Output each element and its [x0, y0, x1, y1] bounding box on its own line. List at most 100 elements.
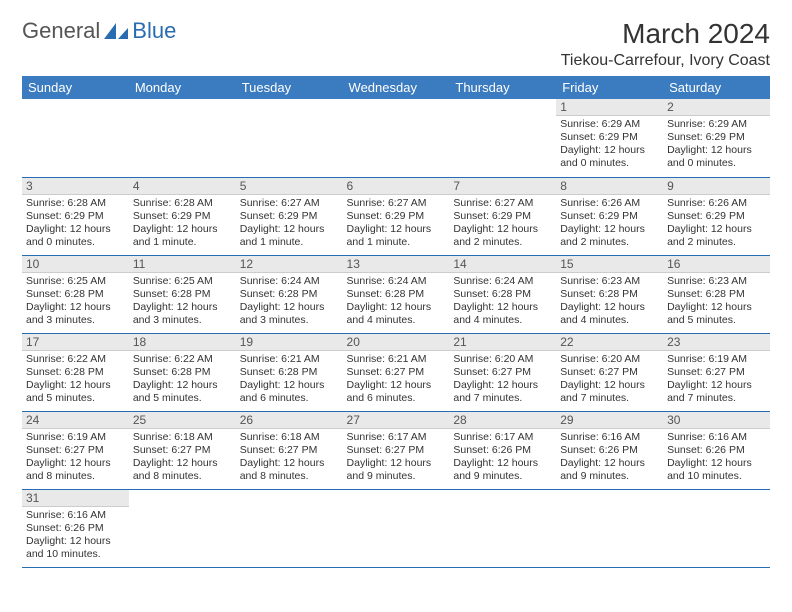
day-info: Sunrise: 6:25 AMSunset: 6:28 PMDaylight:… — [22, 273, 129, 332]
sunset-line: Sunset: 6:27 PM — [453, 366, 552, 379]
day-number: 16 — [663, 256, 770, 273]
daylight-line: Daylight: 12 hours and 5 minutes. — [26, 379, 125, 405]
day-number: 24 — [22, 412, 129, 429]
calendar-cell: 29Sunrise: 6:16 AMSunset: 6:26 PMDayligh… — [556, 411, 663, 489]
sunset-line: Sunset: 6:29 PM — [133, 210, 232, 223]
day-info: Sunrise: 6:27 AMSunset: 6:29 PMDaylight:… — [236, 195, 343, 254]
daylight-line: Daylight: 12 hours and 0 minutes. — [667, 144, 766, 170]
sunrise-line: Sunrise: 6:16 AM — [26, 509, 125, 522]
sunrise-line: Sunrise: 6:18 AM — [133, 431, 232, 444]
day-header: Monday — [129, 76, 236, 99]
calendar-cell: 11 Sunrise: 6:25 AMSunset: 6:28 PMDayligh… — [129, 255, 236, 333]
sunrise-line: Sunrise: 6:26 AM — [667, 197, 766, 210]
day-number: 11 — [129, 256, 236, 273]
calendar-cell: 6Sunrise: 6:27 AMSunset: 6:29 PMDaylight… — [343, 177, 450, 255]
day-number: 20 — [343, 334, 450, 351]
sunset-line: Sunset: 6:27 PM — [347, 444, 446, 457]
calendar-cell: 21Sunrise: 6:20 AMSunset: 6:27 PMDayligh… — [449, 333, 556, 411]
day-number: 4 — [129, 178, 236, 195]
sunset-line: Sunset: 6:27 PM — [667, 366, 766, 379]
day-number: 31 — [22, 490, 129, 507]
calendar-cell: 20Sunrise: 6:21 AMSunset: 6:27 PMDayligh… — [343, 333, 450, 411]
calendar-cell: 14Sunrise: 6:24 AMSunset: 6:28 PMDayligh… — [449, 255, 556, 333]
calendar-cell: 9Sunrise: 6:26 AMSunset: 6:29 PMDaylight… — [663, 177, 770, 255]
day-info: Sunrise: 6:23 AMSunset: 6:28 PMDaylight:… — [663, 273, 770, 332]
day-info: Sunrise: 6:28 AMSunset: 6:29 PMDaylight:… — [129, 195, 236, 254]
calendar-cell: 25Sunrise: 6:18 AMSunset: 6:27 PMDayligh… — [129, 411, 236, 489]
calendar-row: 24Sunrise: 6:19 AMSunset: 6:27 PMDayligh… — [22, 411, 770, 489]
calendar-cell: 2Sunrise: 6:29 AMSunset: 6:29 PMDaylight… — [663, 99, 770, 177]
sunset-line: Sunset: 6:28 PM — [26, 366, 125, 379]
day-info: Sunrise: 6:29 AMSunset: 6:29 PMDaylight:… — [663, 116, 770, 175]
sunset-line: Sunset: 6:28 PM — [347, 288, 446, 301]
calendar-body: 1Sunrise: 6:29 AMSunset: 6:29 PMDaylight… — [22, 99, 770, 567]
daylight-line: Daylight: 12 hours and 0 minutes. — [26, 223, 125, 249]
day-info: Sunrise: 6:24 AMSunset: 6:28 PMDaylight:… — [343, 273, 450, 332]
sunrise-line: Sunrise: 6:25 AM — [133, 275, 232, 288]
calendar-cell — [129, 489, 236, 567]
calendar-cell: 12Sunrise: 6:24 AMSunset: 6:28 PMDayligh… — [236, 255, 343, 333]
day-number: 14 — [449, 256, 556, 273]
sunrise-line: Sunrise: 6:28 AM — [26, 197, 125, 210]
sunrise-line: Sunrise: 6:16 AM — [560, 431, 659, 444]
day-number: 18 — [129, 334, 236, 351]
calendar-cell: 4Sunrise: 6:28 AMSunset: 6:29 PMDaylight… — [129, 177, 236, 255]
sunset-line: Sunset: 6:29 PM — [560, 210, 659, 223]
day-info: Sunrise: 6:17 AMSunset: 6:27 PMDaylight:… — [343, 429, 450, 488]
day-info: Sunrise: 6:22 AMSunset: 6:28 PMDaylight:… — [129, 351, 236, 410]
calendar-cell: 19Sunrise: 6:21 AMSunset: 6:28 PMDayligh… — [236, 333, 343, 411]
day-header-row: SundayMondayTuesdayWednesdayThursdayFrid… — [22, 76, 770, 99]
daylight-line: Daylight: 12 hours and 9 minutes. — [347, 457, 446, 483]
calendar-cell — [129, 99, 236, 177]
sunset-line: Sunset: 6:27 PM — [26, 444, 125, 457]
day-info: Sunrise: 6:19 AMSunset: 6:27 PMDaylight:… — [22, 429, 129, 488]
sunrise-line: Sunrise: 6:27 AM — [347, 197, 446, 210]
day-number: 3 — [22, 178, 129, 195]
daylight-line: Daylight: 12 hours and 0 minutes. — [560, 144, 659, 170]
calendar-cell: 17Sunrise: 6:22 AMSunset: 6:28 PMDayligh… — [22, 333, 129, 411]
daylight-line: Daylight: 12 hours and 1 minute. — [133, 223, 232, 249]
daylight-line: Daylight: 12 hours and 3 minutes. — [133, 301, 232, 327]
day-info: Sunrise: 6:26 AMSunset: 6:29 PMDaylight:… — [663, 195, 770, 254]
day-number: 21 — [449, 334, 556, 351]
header: General Blue March 2024 Tiekou-Carrefour… — [22, 18, 770, 70]
calendar-cell: 24Sunrise: 6:19 AMSunset: 6:27 PMDayligh… — [22, 411, 129, 489]
daylight-line: Daylight: 12 hours and 4 minutes. — [560, 301, 659, 327]
day-info: Sunrise: 6:26 AMSunset: 6:29 PMDaylight:… — [556, 195, 663, 254]
day-info: Sunrise: 6:24 AMSunset: 6:28 PMDaylight:… — [236, 273, 343, 332]
day-number: 26 — [236, 412, 343, 429]
title-block: March 2024 Tiekou-Carrefour, Ivory Coast — [561, 18, 770, 70]
sunrise-line: Sunrise: 6:24 AM — [453, 275, 552, 288]
sunset-line: Sunset: 6:26 PM — [560, 444, 659, 457]
calendar-row: 1Sunrise: 6:29 AMSunset: 6:29 PMDaylight… — [22, 99, 770, 177]
sunrise-line: Sunrise: 6:18 AM — [240, 431, 339, 444]
day-info: Sunrise: 6:19 AMSunset: 6:27 PMDaylight:… — [663, 351, 770, 410]
calendar-cell: 27Sunrise: 6:17 AMSunset: 6:27 PMDayligh… — [343, 411, 450, 489]
daylight-line: Daylight: 12 hours and 8 minutes. — [240, 457, 339, 483]
day-number: 29 — [556, 412, 663, 429]
daylight-line: Daylight: 12 hours and 3 minutes. — [26, 301, 125, 327]
sunset-line: Sunset: 6:28 PM — [453, 288, 552, 301]
day-number: 8 — [556, 178, 663, 195]
day-header: Saturday — [663, 76, 770, 99]
day-info: Sunrise: 6:18 AMSunset: 6:27 PMDaylight:… — [236, 429, 343, 488]
calendar-cell: 3 Sunrise: 6:28 AMSunset: 6:29 PMDaylight… — [22, 177, 129, 255]
calendar-table: SundayMondayTuesdayWednesdayThursdayFrid… — [22, 76, 770, 568]
sunset-line: Sunset: 6:29 PM — [26, 210, 125, 223]
sunrise-line: Sunrise: 6:17 AM — [347, 431, 446, 444]
sunrise-line: Sunrise: 6:24 AM — [347, 275, 446, 288]
sunrise-line: Sunrise: 6:23 AM — [667, 275, 766, 288]
location-label: Tiekou-Carrefour, Ivory Coast — [561, 52, 770, 70]
daylight-line: Daylight: 12 hours and 9 minutes. — [453, 457, 552, 483]
daylight-line: Daylight: 12 hours and 1 minute. — [240, 223, 339, 249]
sunset-line: Sunset: 6:29 PM — [667, 210, 766, 223]
sunset-line: Sunset: 6:27 PM — [133, 444, 232, 457]
sunset-line: Sunset: 6:28 PM — [240, 366, 339, 379]
day-info: Sunrise: 6:21 AMSunset: 6:27 PMDaylight:… — [343, 351, 450, 410]
day-info: Sunrise: 6:21 AMSunset: 6:28 PMDaylight:… — [236, 351, 343, 410]
sunset-line: Sunset: 6:28 PM — [133, 288, 232, 301]
logo-sail-icon — [102, 21, 130, 41]
sunrise-line: Sunrise: 6:19 AM — [26, 431, 125, 444]
day-info: Sunrise: 6:24 AMSunset: 6:28 PMDaylight:… — [449, 273, 556, 332]
sunrise-line: Sunrise: 6:27 AM — [240, 197, 339, 210]
